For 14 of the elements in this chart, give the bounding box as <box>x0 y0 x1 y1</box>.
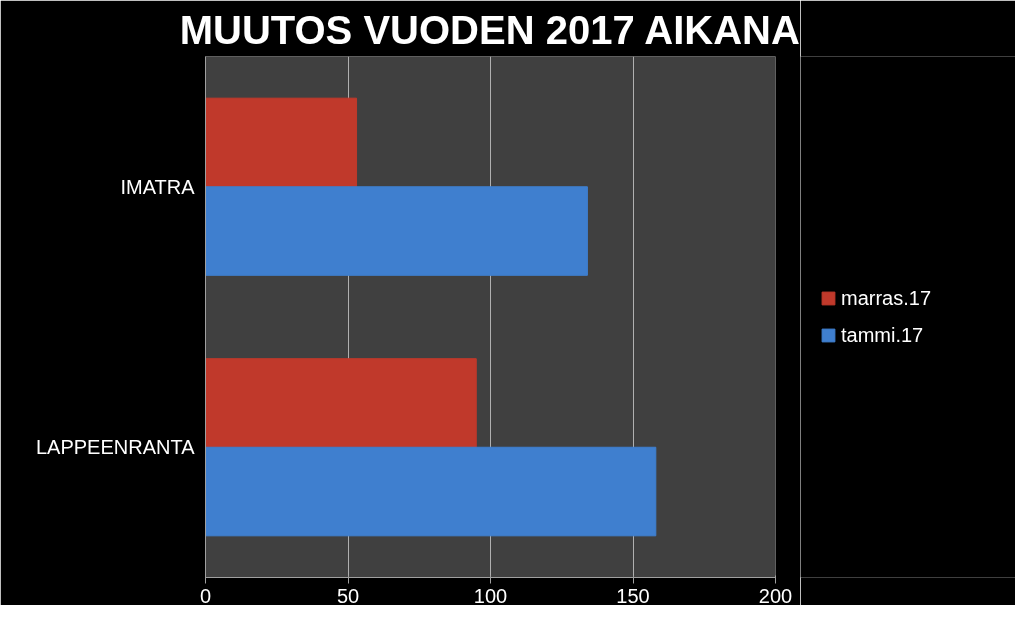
bar <box>205 446 657 537</box>
y-tick-label: IMATRA <box>120 175 196 198</box>
bar <box>205 97 358 188</box>
x-tick-label: 200 <box>758 584 793 607</box>
x-tick-label: 100 <box>473 584 508 607</box>
chart-title: MUUTOS VUODEN 2017 AIKANA <box>179 7 800 52</box>
x-tick-label: 150 <box>616 584 650 607</box>
legend-label: tammi.17 <box>841 323 924 347</box>
y-tick-label: LAPPEENRANTA <box>35 436 196 459</box>
x-tick-label: 50 <box>336 584 360 607</box>
x-tick-label: 0 <box>199 584 212 607</box>
bar <box>205 358 477 448</box>
legend-label: marras.17 <box>841 286 932 310</box>
bar <box>205 186 588 276</box>
